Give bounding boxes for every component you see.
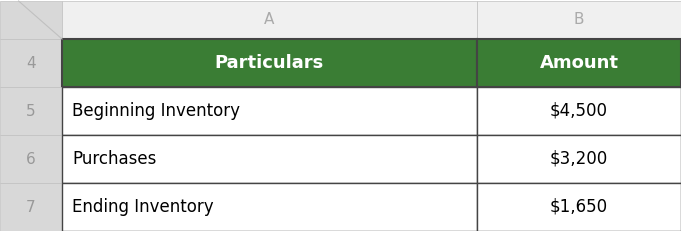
Text: B: B xyxy=(574,12,584,27)
Bar xyxy=(0,1,62,39)
Text: $4,500: $4,500 xyxy=(550,102,608,120)
Text: $3,200: $3,200 xyxy=(550,150,608,168)
Bar xyxy=(0,39,62,87)
Bar xyxy=(0,87,62,135)
Bar xyxy=(62,135,477,183)
Text: 6: 6 xyxy=(26,152,36,167)
Bar xyxy=(0,135,62,183)
Text: 5: 5 xyxy=(26,103,36,119)
Bar xyxy=(477,87,681,135)
Bar xyxy=(62,1,477,39)
Bar xyxy=(62,39,477,87)
Text: A: A xyxy=(264,12,274,27)
Text: $1,650: $1,650 xyxy=(550,198,608,216)
Bar xyxy=(477,183,681,231)
Text: Amount: Amount xyxy=(539,54,618,72)
Text: Purchases: Purchases xyxy=(72,150,157,168)
Text: Ending Inventory: Ending Inventory xyxy=(72,198,214,216)
Bar xyxy=(62,87,477,135)
Text: 4: 4 xyxy=(26,55,36,70)
Bar xyxy=(477,39,681,87)
Text: Particulars: Particulars xyxy=(215,54,324,72)
Bar xyxy=(477,1,681,39)
Bar xyxy=(0,183,62,231)
Bar xyxy=(477,135,681,183)
Text: 7: 7 xyxy=(26,200,36,215)
Bar xyxy=(62,183,477,231)
Text: Beginning Inventory: Beginning Inventory xyxy=(72,102,240,120)
